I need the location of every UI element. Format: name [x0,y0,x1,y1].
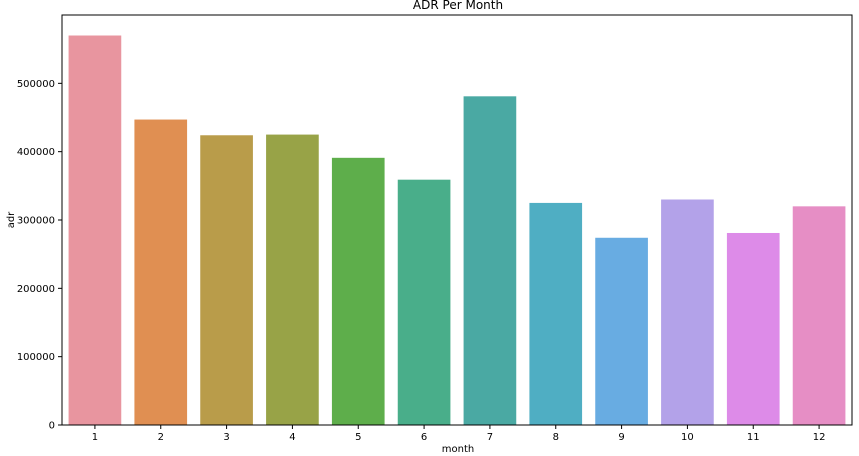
bar-month-4 [266,134,319,426]
chart-title: ADR Per Month [413,0,503,12]
x-tick-label: 1 [92,432,98,443]
x-tick-label: 9 [618,432,624,443]
plot-frame [61,14,853,426]
y-tick-label: 100000 [17,352,55,363]
x-tick-label: 8 [553,432,559,443]
bar-month-8 [529,202,583,425]
x-tick-label: 12 [813,432,826,443]
bar-month-9 [595,237,648,425]
y-tick-label: 200000 [17,284,55,295]
x-tick-label: 2 [158,432,164,443]
bar-month-5 [331,157,385,426]
bar-month-1 [68,35,122,425]
y-tick-label: 400000 [17,147,55,158]
x-axis-ticks: 1 2 3 4 5 6 7 8 9 10 11 12 [92,425,826,443]
x-tick-label: 4 [289,432,295,443]
bar-month-12 [792,206,846,425]
x-tick-label: 5 [355,432,361,443]
x-tick-label: 10 [681,432,694,443]
x-tick-label: 3 [223,432,229,443]
y-tick-label: 300000 [17,216,55,227]
bar-month-3 [200,135,253,425]
bar-month-6 [397,179,451,425]
x-tick-label: 11 [747,432,760,443]
bar-month-10 [661,199,714,425]
y-axis-label: adr [6,211,17,228]
x-axis-label: month [442,444,474,455]
x-tick-label: 6 [421,432,427,443]
x-tick-label: 7 [487,432,493,443]
y-tick-label: 0 [49,421,55,432]
bar-month-7 [463,96,517,426]
y-axis-ticks: 0 100000 200000 300000 400000 500000 [17,79,62,432]
bar-month-11 [726,232,780,425]
y-tick-label: 500000 [17,79,55,90]
bars-group [68,35,846,426]
bar-month-2 [134,119,188,426]
